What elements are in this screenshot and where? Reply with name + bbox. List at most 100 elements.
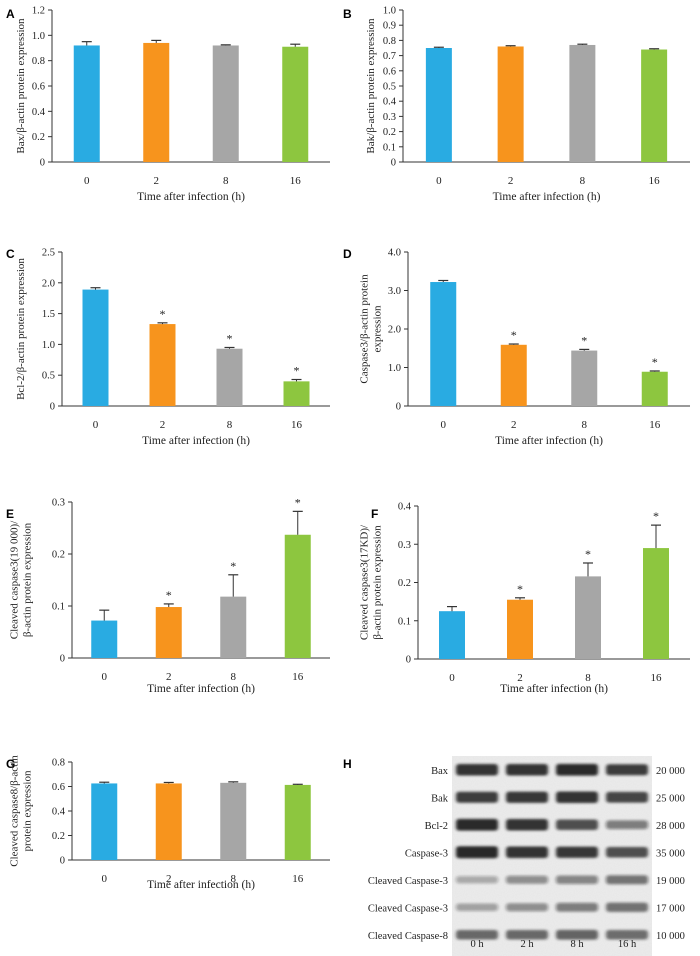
blot-lane-label: 16 h xyxy=(618,939,637,950)
y-tick-label-g: 0 xyxy=(60,856,65,867)
blot-row: Bax 20 000 xyxy=(431,763,685,777)
x-tick-label-d: 2 xyxy=(511,419,517,431)
bar-f-2 xyxy=(507,599,533,659)
significance-marker-e-16: * xyxy=(295,495,301,509)
bar-d-8 xyxy=(571,350,598,406)
y-tick-label-f: 0 xyxy=(406,655,411,666)
blot-band xyxy=(606,930,648,940)
panel-letter-g: G xyxy=(6,757,15,771)
blot-band xyxy=(606,764,648,776)
bar-e-16 xyxy=(284,534,311,658)
chart-panel-e: E 0 0.1 0.2 0.3 0 * 2 * 8 * 16 Time after infection … xyxy=(6,495,330,695)
panel-letter-f: F xyxy=(371,507,378,521)
chart-panel-c: C 0 0.5 1.0 1.5 2.0 2.5 0 * 2 * 8 * 16 Time after infe… xyxy=(6,247,330,447)
panel-letter-c: C xyxy=(6,247,15,261)
x-tick-label-f: 16 xyxy=(651,672,663,684)
bar-b-16 xyxy=(641,49,668,162)
y-axis-title-d: expression xyxy=(372,305,384,353)
y-axis-title-d: Caspase3/β-actin protein xyxy=(359,274,371,384)
x-tick-label-c: 16 xyxy=(291,419,303,431)
bar-g-0 xyxy=(91,783,118,860)
y-tick-label-b: 0.3 xyxy=(383,112,396,123)
blot-band xyxy=(456,929,498,940)
bar-c-0 xyxy=(82,289,109,406)
blot-row: Cleaved Caspase-3 19 000 xyxy=(368,875,685,887)
bar-g-8 xyxy=(220,782,247,860)
significance-marker-c-8: * xyxy=(227,331,233,345)
significance-marker-d-16: * xyxy=(652,355,658,369)
significance-marker-d-8: * xyxy=(581,333,587,347)
panel-letter-b: B xyxy=(343,7,352,21)
y-tick-label-a: 0.4 xyxy=(32,107,46,118)
x-tick-label-e: 16 xyxy=(292,671,304,683)
blot-row: Cleaved Caspase-8 10 000 xyxy=(368,929,685,942)
x-tick-label-b: 16 xyxy=(649,175,661,187)
blot-band xyxy=(556,875,598,884)
x-axis-title-g: Time after infection (h) xyxy=(147,879,255,891)
bar-c-16 xyxy=(283,381,310,406)
blot-row-label: Bcl-2 xyxy=(425,821,448,832)
bar-a-2 xyxy=(143,42,170,162)
x-axis-title-f: Time after infection (h) xyxy=(500,683,608,695)
x-tick-label-b: 8 xyxy=(580,175,586,187)
chart-panel-d: D 0 1.0 2.0 3.0 4.0 0 * 2 * 8 * 16 Time after infecti… xyxy=(343,247,690,447)
blot-row-label: Bak xyxy=(431,793,449,804)
blot-molecular-weight: 20 000 xyxy=(656,766,685,777)
blot-band xyxy=(606,820,648,830)
x-tick-label-c: 2 xyxy=(160,419,166,431)
blot-molecular-weight: 28 000 xyxy=(656,821,685,832)
y-tick-label-a: 1.2 xyxy=(32,6,45,17)
y-tick-label-d: 4.0 xyxy=(388,248,401,259)
y-tick-label-a: 0.2 xyxy=(32,132,45,143)
blot-band xyxy=(456,764,498,776)
y-tick-label-c: 2.5 xyxy=(42,248,55,259)
bar-d-0 xyxy=(430,282,457,406)
blot-row-label: Cleaved Caspase-3 xyxy=(368,903,448,914)
y-tick-label-b: 1.0 xyxy=(383,6,396,17)
x-tick-label-g: 2 xyxy=(166,873,172,885)
panel-letter-e: E xyxy=(6,507,14,521)
bar-g-16 xyxy=(284,784,311,860)
blot-molecular-weight: 35 000 xyxy=(656,848,685,859)
blot-band xyxy=(506,819,548,831)
blot-row-label: Bax xyxy=(431,766,449,777)
bar-d-16 xyxy=(641,371,668,406)
panel-letter-h: H xyxy=(343,757,352,771)
panel-letter-a: A xyxy=(6,7,15,21)
x-axis-title-d: Time after infection (h) xyxy=(495,435,603,447)
x-axis-title-b: Time after infection (h) xyxy=(493,191,601,203)
y-tick-label-e: 0.2 xyxy=(52,550,65,561)
blot-row-label: Caspase-3 xyxy=(405,848,448,859)
y-tick-label-d: 1.0 xyxy=(388,363,401,374)
blot-band xyxy=(556,763,598,776)
blot-row-label: Cleaved Caspase-3 xyxy=(368,876,448,887)
y-tick-label-b: 0.1 xyxy=(383,142,396,153)
blot-row: Bcl-2 28 000 xyxy=(425,818,685,832)
x-axis-title-c: Time after infection (h) xyxy=(142,435,250,447)
y-tick-label-b: 0.4 xyxy=(383,97,397,108)
y-tick-label-c: 0 xyxy=(50,402,55,413)
y-tick-label-f: 0.4 xyxy=(398,502,412,513)
chart-panel-a: A 0 0.2 0.4 0.6 0.8 1.0 1.2 0 2 8 16 Time after infe… xyxy=(6,6,330,203)
y-tick-label-c: 0.5 xyxy=(42,371,55,382)
blot-molecular-weight: 17 000 xyxy=(656,903,685,914)
significance-marker-f-16: * xyxy=(653,509,659,523)
panel-letter-d: D xyxy=(343,247,352,261)
blot-band xyxy=(456,876,498,884)
significance-marker-d-2: * xyxy=(511,328,517,342)
x-tick-label-a: 8 xyxy=(223,175,229,187)
y-tick-label-f: 0.3 xyxy=(398,540,411,551)
blot-band xyxy=(606,791,648,803)
y-tick-label-f: 0.1 xyxy=(398,616,411,627)
y-axis-title-a: Bax/β-actin protein expression xyxy=(15,18,27,154)
x-tick-label-b: 2 xyxy=(508,175,514,187)
y-tick-label-b: 0.6 xyxy=(383,66,396,77)
y-tick-label-f: 0.2 xyxy=(398,578,411,589)
blot-band xyxy=(556,791,598,803)
bar-f-16 xyxy=(643,548,669,659)
blot-band xyxy=(506,903,548,912)
significance-marker-c-16: * xyxy=(294,364,300,378)
bar-g-2 xyxy=(155,783,182,860)
x-tick-label-c: 8 xyxy=(227,419,233,431)
